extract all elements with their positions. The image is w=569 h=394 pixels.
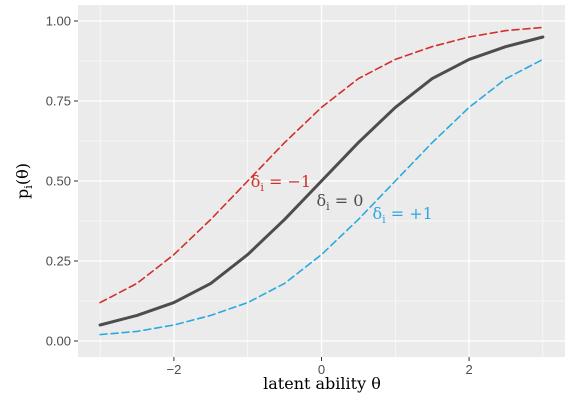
series-line-delta-0 <box>98 35 545 327</box>
series-line-delta-minus1 <box>99 26 544 304</box>
y-axis-title: pi(θ) <box>13 163 35 199</box>
annotation-layer: δi = −1δi = 0 δi = +1 <box>251 172 433 226</box>
curve-label-0: δi = −1 <box>251 172 311 194</box>
y-tick-label: 0.00 <box>46 334 71 349</box>
x-axis-title: latent ability θ <box>263 374 381 393</box>
y-tick-label: 1.00 <box>46 14 71 29</box>
x-tick-label: 2 <box>465 362 472 377</box>
curve-label-1: δi = 0 <box>316 191 363 213</box>
y-axis: 0.00 0.25 0.50 0.75 1.00 <box>46 14 78 349</box>
series-layer <box>98 26 545 336</box>
x-axis: −2 0 2 <box>167 357 473 377</box>
y-tick-label: 0.75 <box>46 94 71 109</box>
x-axis-label: latent ability θ <box>263 374 381 393</box>
y-tick-label: 0.50 <box>46 174 71 189</box>
curve-label-2: δi = +1 <box>372 204 432 226</box>
y-tick-label: 0.25 <box>46 254 71 269</box>
x-tick-label: −2 <box>167 362 182 377</box>
x-tick-label: 0 <box>318 362 325 377</box>
y-axis-label: pi(θ) <box>13 163 35 199</box>
